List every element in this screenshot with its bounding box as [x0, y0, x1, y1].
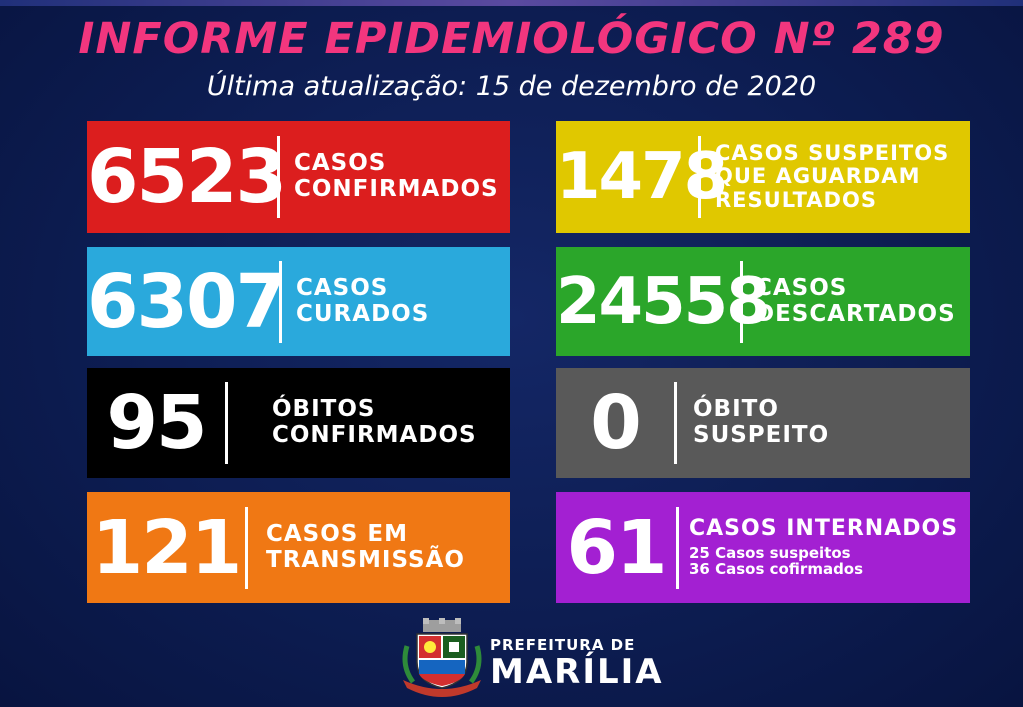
prefeitura-label: PREFEITURA DE — [490, 636, 636, 654]
suspected-label-line-2: QUE AGUARDAM — [715, 164, 921, 189]
card-confirmed-cases: 6523 CASOS CONFIRMADOS — [87, 121, 510, 233]
footer-branding: PREFEITURA DE MARÍLIA — [490, 636, 664, 692]
suspected-death-label-line-1: ÓBITO — [693, 396, 779, 423]
discarded-label: CASOS DESCARTADOS — [755, 274, 956, 328]
cured-label-line-2: CURADOS — [296, 300, 430, 327]
card-divider — [245, 506, 248, 589]
card-transmission-cases: 121 CASOS EM TRANSMISSÃO — [87, 492, 510, 603]
confirmed-label-line-2: CONFIRMADOS — [294, 176, 499, 202]
card-cured-cases: 6307 CASOS CURADOS — [87, 247, 510, 356]
deaths-label-line-1: ÓBITOS — [272, 396, 376, 423]
card-discarded-cases: 24558 CASOS DESCARTADOS — [556, 247, 970, 356]
cured-label-line-1: CASOS — [296, 274, 389, 301]
discarded-value: 24558 — [556, 264, 771, 339]
hospitalized-label: CASOS INTERNADOS 25 Casos suspeitos 36 C… — [689, 517, 958, 577]
card-confirmed-deaths: 95 ÓBITOS CONFIRMADOS — [87, 368, 510, 478]
cured-value: 6307 — [87, 258, 287, 345]
discarded-label-line-1: CASOS — [755, 274, 848, 301]
transmission-label-line-1: CASOS EM — [266, 520, 408, 547]
hospitalized-label-line-1: CASOS INTERNADOS — [689, 516, 959, 542]
card-divider — [225, 382, 228, 464]
suspected-value: 1478 — [556, 140, 728, 214]
top-strip — [0, 0, 1023, 6]
confirmed-label-line-1: CASOS — [294, 150, 387, 177]
suspected-death-value: 0 — [590, 380, 642, 466]
hospitalized-detail-suspected: 25 Casos suspeitos — [689, 544, 851, 563]
transmission-value: 121 — [91, 504, 242, 591]
card-divider — [674, 382, 677, 464]
transmission-label: CASOS EM TRANSMISSÃO — [266, 520, 465, 574]
last-update: Última atualização: 15 de dezembro de 20… — [206, 71, 817, 102]
discarded-label-line-2: DESCARTADOS — [755, 300, 956, 327]
suspected-label-line-3: RESULTADOS — [715, 187, 877, 212]
cured-label: CASOS CURADOS — [296, 274, 430, 328]
city-name: MARÍLIA — [490, 652, 664, 692]
coat-of-arms-icon — [402, 618, 482, 697]
card-suspected-cases: 1478 CASOS SUSPEITOS QUE AGUARDAM RESULT… — [556, 121, 970, 233]
deaths-value: 95 — [106, 380, 208, 466]
confirmed-label: CASOS CONFIRMADOS — [294, 150, 499, 203]
card-divider — [277, 136, 280, 218]
hospitalized-value: 61 — [566, 504, 668, 591]
transmission-label-line-2: TRANSMISSÃO — [266, 546, 465, 573]
hospitalized-details: 25 Casos suspeitos 36 Casos cofirmados — [689, 544, 958, 578]
suspected-label: CASOS SUSPEITOS QUE AGUARDAM RESULTADOS — [715, 142, 949, 211]
card-divider — [698, 136, 701, 218]
card-hospitalized-cases: 61 CASOS INTERNADOS 25 Casos suspeitos 3… — [556, 492, 970, 603]
deaths-label-line-2: CONFIRMADOS — [272, 422, 477, 448]
suspected-label-line-1: CASOS SUSPEITOS — [715, 141, 950, 166]
suspected-death-label: ÓBITO SUSPEITO — [693, 396, 830, 449]
confirmed-value: 6523 — [87, 134, 287, 220]
card-divider — [676, 506, 679, 589]
report-title: INFORME EPIDEMIOLÓGICO Nº 289 — [78, 14, 945, 64]
suspected-death-label-line-2: SUSPEITO — [693, 422, 830, 448]
hospitalized-detail-confirmed: 36 Casos cofirmados — [689, 559, 864, 578]
deaths-label: ÓBITOS CONFIRMADOS — [272, 396, 477, 449]
card-divider — [740, 260, 743, 343]
card-suspected-death: 0 ÓBITO SUSPEITO — [556, 368, 970, 478]
card-divider — [279, 260, 282, 343]
